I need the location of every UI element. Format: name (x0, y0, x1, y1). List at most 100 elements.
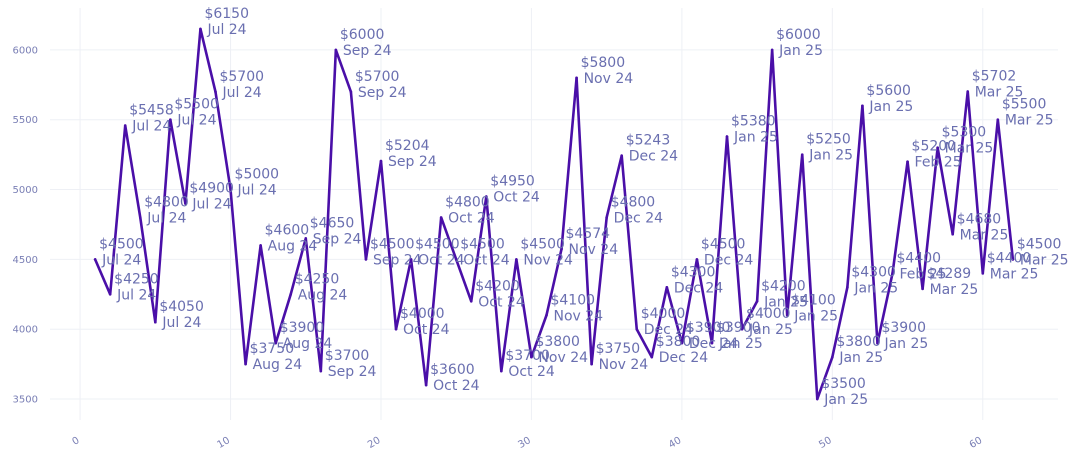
data-label-month: Dec 24 (629, 149, 678, 165)
data-label-value: $6150 (204, 6, 249, 22)
data-label-value: $4500 (701, 236, 746, 252)
data-point (394, 327, 398, 331)
data-label-month: Jul 24 (161, 315, 201, 331)
data-label-value: $5243 (626, 133, 671, 149)
gridlines (50, 8, 1058, 420)
data-label-month: Jan 25 (838, 350, 883, 366)
data-label-month: Jul 24 (237, 183, 277, 199)
data-label-month: Oct 24 (403, 322, 450, 338)
data-point (184, 202, 187, 205)
data-label-value: $3750 (250, 341, 295, 357)
data-label-month: Jan 25 (793, 308, 838, 324)
data-label-month: Dec 24 (674, 280, 723, 296)
data-point (740, 327, 744, 331)
data-label-value: $4500 (415, 236, 460, 252)
data-label-value: $4500 (99, 236, 144, 252)
data-label-month: Feb 25 (915, 155, 962, 171)
data-point (515, 258, 518, 261)
data-label-value: $3750 (596, 341, 641, 357)
data-point (274, 341, 277, 345)
data-label-month: Dec 24 (614, 210, 663, 226)
data-label-value: $4200 (761, 278, 806, 294)
data-point (635, 327, 639, 331)
data-point (831, 355, 834, 359)
data-point (936, 146, 939, 149)
data-label-value: $4050 (159, 299, 204, 315)
data-label-value: $4574 (566, 226, 611, 242)
data-point (244, 362, 247, 366)
data-label-month: Mar 25 (990, 266, 1039, 282)
data-label-month: Jul 24 (191, 197, 231, 213)
data-label-value: $5700 (355, 69, 400, 85)
data-label-month: Jul 24 (146, 210, 186, 226)
x-tick-label: 0 (71, 435, 82, 448)
data-point (123, 124, 127, 127)
data-point (530, 355, 533, 359)
data-label-month: Nov 24 (584, 71, 634, 87)
data-point (259, 244, 262, 247)
data-point (800, 153, 804, 156)
data-label-month: Jan 25 (868, 99, 913, 115)
data-label-value: $4950 (490, 174, 535, 190)
data-label-value: $4400 (987, 250, 1032, 266)
data-point (364, 258, 368, 261)
data-point (695, 258, 699, 261)
data-label-value: $5500 (174, 97, 219, 113)
data-label-month: Mar 25 (960, 227, 1009, 243)
series-line (93, 27, 1015, 401)
data-label-month: Sep 24 (313, 231, 362, 247)
data-label-value: $5204 (385, 138, 430, 154)
data-point (545, 313, 548, 317)
y-tick-label: 6000 (13, 45, 38, 56)
x-tick-label: 60 (968, 435, 985, 451)
data-label-value: $5700 (219, 69, 264, 85)
data-label-month: Dec 24 (689, 336, 738, 352)
data-label-month: Oct 24 (463, 252, 510, 268)
data-label-month: Aug 24 (253, 357, 303, 373)
data-label-value: $4100 (550, 292, 595, 308)
data-label-value: $4289 (927, 266, 972, 282)
data-point (846, 286, 849, 289)
data-label-month: Oct 24 (433, 378, 480, 394)
data-point (815, 397, 819, 401)
data-label-value: $3500 (821, 376, 866, 392)
data-label-month: Jan 25 (883, 336, 928, 352)
data-label-month: Jan 25 (748, 322, 793, 338)
x-tick-label: 10 (216, 435, 233, 451)
data-label-month: Sep 24 (388, 154, 437, 170)
data-point (560, 247, 563, 251)
data-label-value: $4300 (671, 264, 716, 280)
data-label-value: $5300 (942, 125, 987, 141)
data-point (379, 159, 383, 163)
data-point (861, 104, 864, 108)
data-point (319, 369, 323, 373)
data-point (108, 293, 112, 296)
data-label-month: Jan 25 (733, 129, 778, 145)
data-point (199, 27, 202, 31)
data-label-month: Aug 24 (298, 287, 348, 303)
data-label-value: $3600 (430, 362, 475, 378)
data-point (605, 216, 608, 219)
y-tick-label: 4500 (13, 255, 38, 266)
data-label-value: $3700 (505, 348, 550, 364)
data-label-value: $3800 (836, 334, 881, 350)
data-point (620, 154, 624, 157)
data-point (575, 76, 578, 80)
data-label-value: $5200 (912, 139, 957, 155)
data-point (424, 383, 428, 387)
data-label-value: $4800 (445, 194, 490, 210)
data-label-month: Dec 24 (659, 350, 708, 366)
data-point (590, 362, 593, 366)
x-tick-label: 50 (817, 435, 834, 451)
data-label-value: $4680 (957, 211, 1002, 227)
data-label-month: Sep 24 (373, 252, 422, 268)
data-label-value: $6000 (340, 27, 385, 43)
data-point (665, 286, 669, 289)
data-point (710, 341, 714, 345)
data-point (439, 216, 443, 219)
data-label-value: $5702 (972, 69, 1017, 85)
data-label-value: $6000 (776, 27, 821, 43)
data-label-month: Oct 24 (478, 294, 525, 310)
data-label-value: $5000 (235, 167, 280, 183)
data-label-value: $4500 (1017, 236, 1062, 252)
